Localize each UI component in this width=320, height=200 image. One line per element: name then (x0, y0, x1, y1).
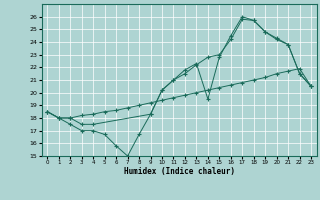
X-axis label: Humidex (Indice chaleur): Humidex (Indice chaleur) (124, 167, 235, 176)
